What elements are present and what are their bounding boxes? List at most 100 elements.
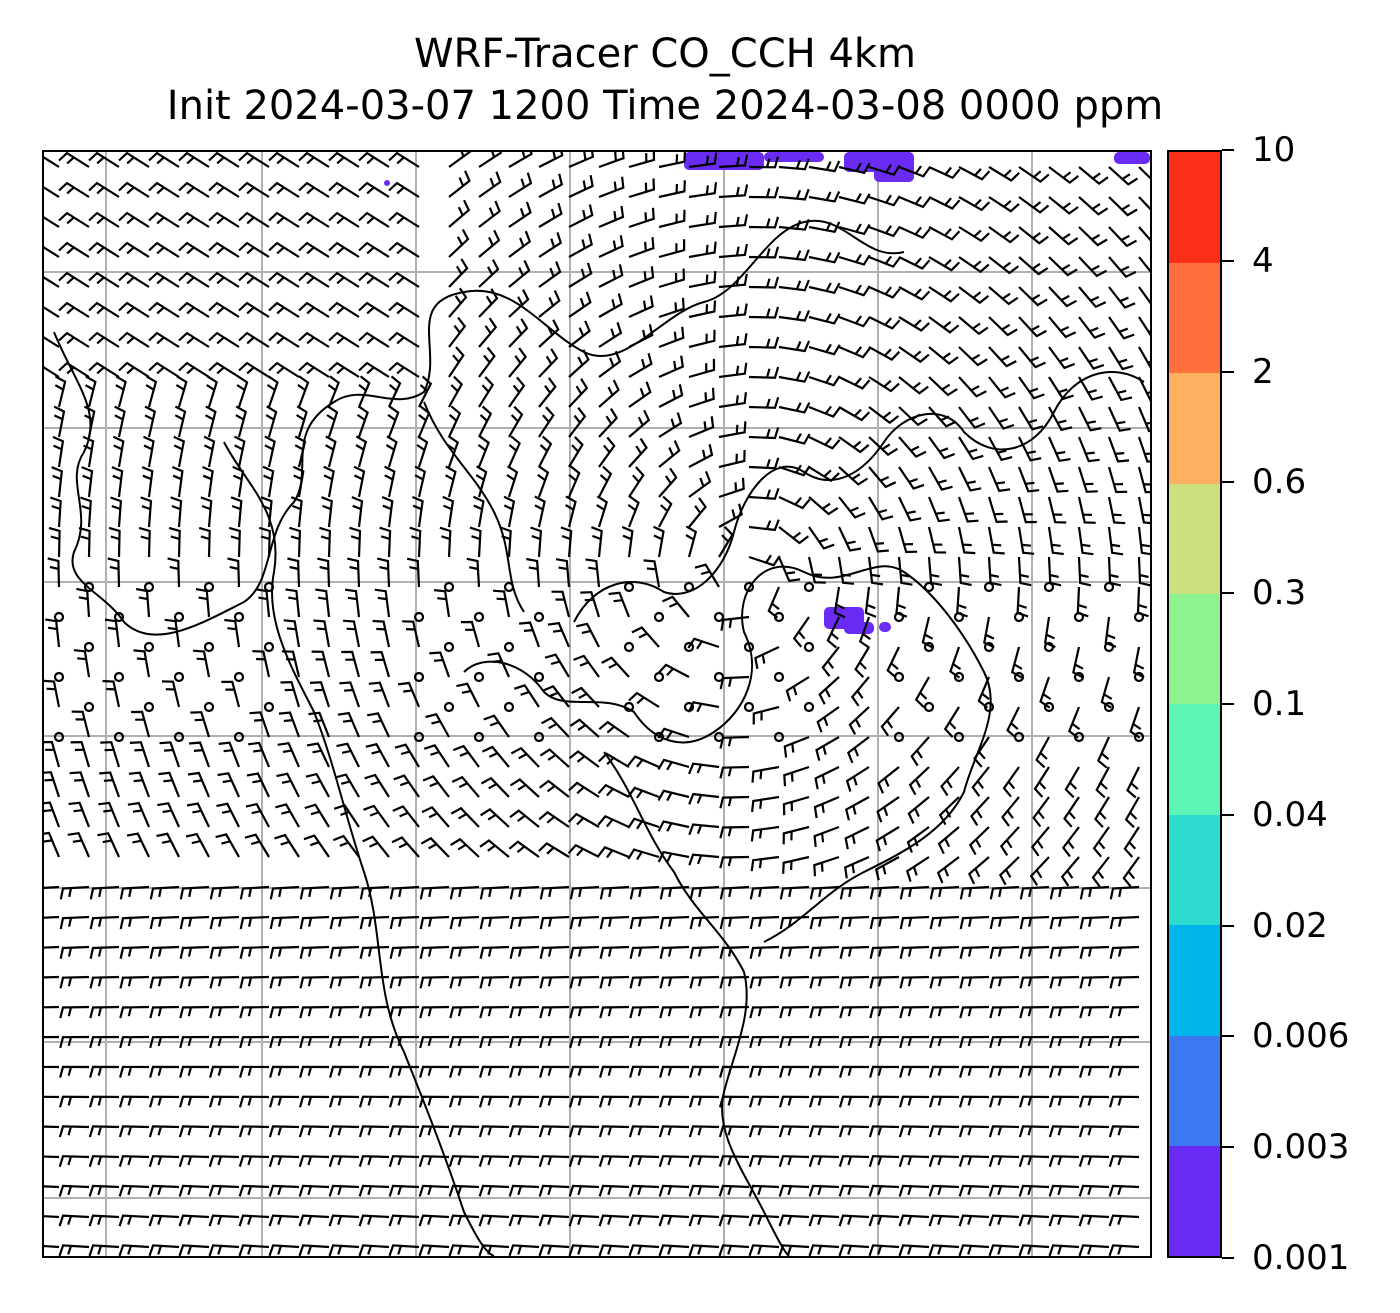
wind-barb [968, 826, 990, 856]
wind-barb [689, 1035, 720, 1049]
wind-barb [748, 519, 780, 532]
wind-barb [539, 975, 570, 989]
wind-barb [868, 316, 901, 330]
wind-barb [1107, 526, 1124, 556]
wind-barb [389, 885, 420, 900]
wind-barb [204, 405, 217, 438]
colorbar-segment [1169, 152, 1220, 263]
wind-barb [748, 246, 780, 259]
wind-barb [179, 1005, 210, 1019]
wind-barb [899, 975, 930, 989]
wind-barb [778, 188, 810, 201]
wind-barb [389, 945, 420, 959]
wind-barb [752, 705, 780, 725]
calm-wind-marker [1043, 701, 1055, 713]
wind-barb [628, 352, 653, 378]
wind-barb [1060, 856, 1080, 887]
wind-barb [988, 256, 1019, 275]
wind-barb [276, 772, 300, 798]
wind-barb [569, 885, 600, 900]
wind-barb [328, 1214, 360, 1227]
wind-barb [479, 945, 510, 959]
wind-barb [598, 1155, 630, 1168]
wind-barb [568, 262, 593, 288]
wind-barb [689, 885, 720, 900]
tracer-patch [879, 622, 891, 632]
wind-barb [208, 211, 240, 228]
wind-barb [195, 588, 211, 618]
wind-barb [988, 1155, 1020, 1168]
wind-barb [1019, 975, 1050, 989]
wind-barb [568, 436, 584, 468]
wind-barb [1006, 706, 1020, 739]
wind-barb [598, 1214, 630, 1227]
wind-barb [808, 1155, 840, 1168]
wind-barb [718, 154, 749, 169]
wind-barb [144, 405, 157, 438]
wind-barb [959, 1005, 990, 1019]
wind-barb [209, 1005, 240, 1019]
wind-barb [1019, 1035, 1050, 1049]
wind-barb [127, 801, 151, 828]
wind-barb [1029, 856, 1050, 886]
wind-barb [299, 945, 330, 959]
wind-barb [958, 166, 991, 181]
wind-barb [568, 1155, 600, 1168]
wind-barb [388, 1155, 420, 1168]
wind-barb [198, 526, 211, 558]
wind-barb [867, 556, 884, 586]
wind-barb [73, 649, 91, 678]
wind-barb [1109, 1005, 1140, 1019]
wind-barb [1079, 975, 1110, 989]
wind-barb [173, 435, 186, 468]
wind-barb [281, 650, 301, 678]
wind-barb [568, 233, 593, 258]
wind-barb [748, 366, 780, 379]
wind-barb [168, 526, 181, 558]
wind-barb [898, 286, 931, 301]
wind-barb [119, 1005, 150, 1019]
wind-barb [628, 437, 648, 468]
wind-barb [508, 230, 532, 258]
wind-barb [269, 1005, 300, 1019]
wind-barb [208, 1095, 240, 1108]
wind-barb [304, 803, 330, 828]
wind-barb [449, 945, 480, 959]
wind-barb [329, 915, 360, 930]
wind-barb [232, 465, 245, 498]
wind-barb [973, 736, 990, 768]
wind-barb [423, 743, 450, 768]
wind-barb [448, 1244, 480, 1256]
wind-barb [393, 774, 420, 798]
wind-barb [1049, 1005, 1080, 1019]
wind-barb [328, 1125, 360, 1138]
wind-barb [868, 255, 901, 268]
wind-barb [688, 1184, 720, 1197]
wind-barb [508, 152, 533, 168]
wind-barb [598, 465, 613, 498]
wind-barb [58, 361, 90, 378]
wind-barb [957, 556, 972, 587]
wind-barb [358, 1184, 390, 1197]
wind-barb [1100, 676, 1113, 709]
wind-barb [749, 1065, 780, 1078]
wind-barb [478, 405, 493, 438]
wind-barb [376, 557, 391, 588]
wind-barb [76, 587, 91, 618]
wind-barb [1109, 1035, 1140, 1049]
wind-barb [478, 1125, 510, 1138]
wind-barb [658, 1214, 690, 1227]
wind-barb [958, 466, 982, 492]
wind-barb [659, 975, 690, 989]
wind-barb [779, 1005, 810, 1019]
wind-barb [778, 1155, 810, 1168]
calm-wind-marker [743, 581, 755, 593]
wind-barb [989, 1065, 1020, 1078]
wind-barb [658, 1125, 690, 1138]
wind-barb [58, 301, 90, 318]
wind-barb [877, 766, 900, 794]
wind-barb [178, 1184, 210, 1197]
wind-barb [268, 152, 300, 168]
wind-barb [238, 1214, 270, 1227]
wind-barb [809, 975, 840, 989]
